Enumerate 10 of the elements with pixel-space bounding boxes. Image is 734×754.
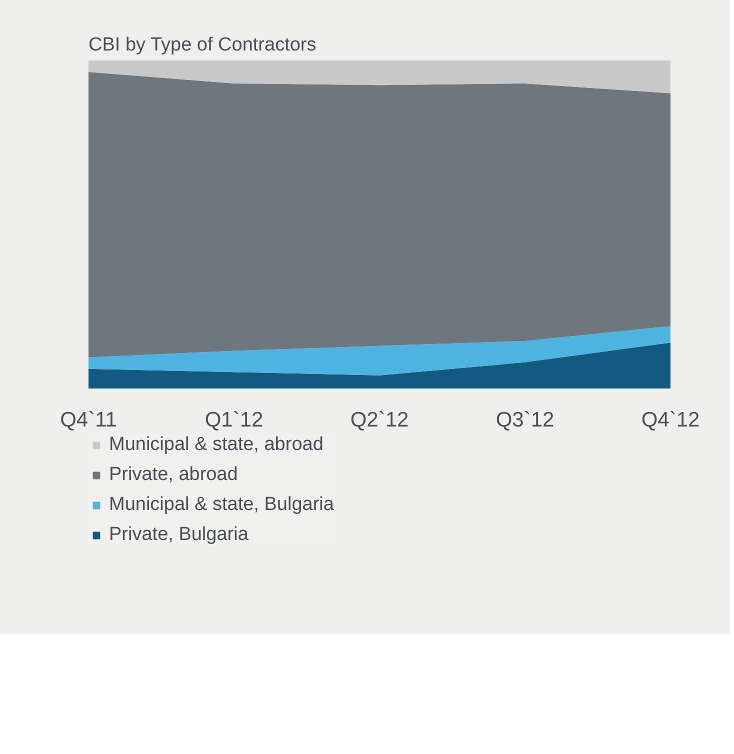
legend-label: Municipal & state, Bulgaria [109, 494, 334, 516]
x-tick-label: Q3`12 [496, 408, 554, 432]
x-tick-label: Q4`11 [60, 408, 117, 432]
legend-label: Private, abroad [109, 464, 238, 486]
chart-title: CBI by Type of Contractors [88, 34, 316, 56]
legend-label: Private, Bulgaria [109, 524, 248, 546]
legend-label: Municipal & state, abroad [109, 434, 324, 456]
x-tick-label: Q2`12 [350, 408, 409, 432]
x-tick-label: Q4`12 [641, 408, 700, 432]
x-tick-label: Q1`12 [204, 408, 264, 432]
